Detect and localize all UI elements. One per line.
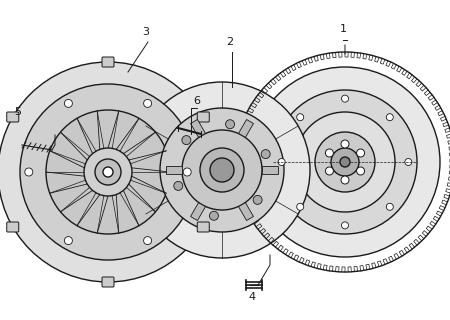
Circle shape — [160, 108, 284, 232]
Circle shape — [297, 114, 304, 121]
Circle shape — [273, 90, 417, 234]
Circle shape — [342, 95, 348, 102]
Text: 1: 1 — [339, 24, 346, 34]
Circle shape — [182, 130, 262, 210]
Circle shape — [250, 67, 440, 257]
FancyBboxPatch shape — [7, 112, 19, 122]
Circle shape — [103, 167, 113, 177]
Text: 2: 2 — [226, 37, 234, 47]
Bar — [166, 166, 182, 174]
Circle shape — [210, 158, 234, 182]
Text: 3: 3 — [143, 27, 149, 37]
Text: 5: 5 — [14, 107, 22, 117]
Circle shape — [356, 167, 365, 175]
Circle shape — [331, 148, 359, 176]
Circle shape — [46, 110, 170, 234]
Circle shape — [253, 196, 262, 204]
Circle shape — [225, 120, 234, 129]
Bar — [238, 203, 253, 220]
Circle shape — [200, 148, 244, 192]
Circle shape — [405, 158, 412, 165]
Circle shape — [325, 167, 333, 175]
Text: 6: 6 — [194, 96, 201, 106]
Circle shape — [342, 222, 348, 229]
Circle shape — [386, 114, 393, 121]
FancyBboxPatch shape — [102, 57, 114, 67]
Circle shape — [340, 157, 350, 167]
Circle shape — [134, 82, 310, 258]
Circle shape — [0, 62, 218, 282]
Circle shape — [25, 168, 33, 176]
FancyBboxPatch shape — [102, 277, 114, 287]
Circle shape — [315, 132, 375, 192]
Circle shape — [64, 236, 72, 244]
Circle shape — [341, 140, 349, 148]
FancyBboxPatch shape — [197, 222, 209, 232]
Circle shape — [144, 100, 152, 108]
Circle shape — [356, 149, 365, 157]
Circle shape — [278, 158, 285, 165]
Circle shape — [325, 149, 333, 157]
FancyBboxPatch shape — [7, 222, 19, 232]
Circle shape — [144, 236, 152, 244]
Text: 4: 4 — [248, 292, 256, 302]
Bar — [190, 203, 206, 220]
Bar — [190, 119, 206, 137]
Circle shape — [84, 148, 132, 196]
Circle shape — [295, 112, 395, 212]
Circle shape — [297, 203, 304, 210]
Circle shape — [20, 84, 196, 260]
Circle shape — [183, 168, 191, 176]
Circle shape — [386, 203, 393, 210]
Circle shape — [95, 159, 121, 185]
FancyBboxPatch shape — [197, 112, 209, 122]
Circle shape — [64, 100, 72, 108]
Circle shape — [261, 149, 270, 159]
Bar — [262, 166, 278, 174]
Circle shape — [209, 211, 218, 220]
Circle shape — [182, 136, 191, 145]
Bar — [238, 119, 253, 137]
Circle shape — [341, 176, 349, 184]
Circle shape — [174, 181, 183, 190]
